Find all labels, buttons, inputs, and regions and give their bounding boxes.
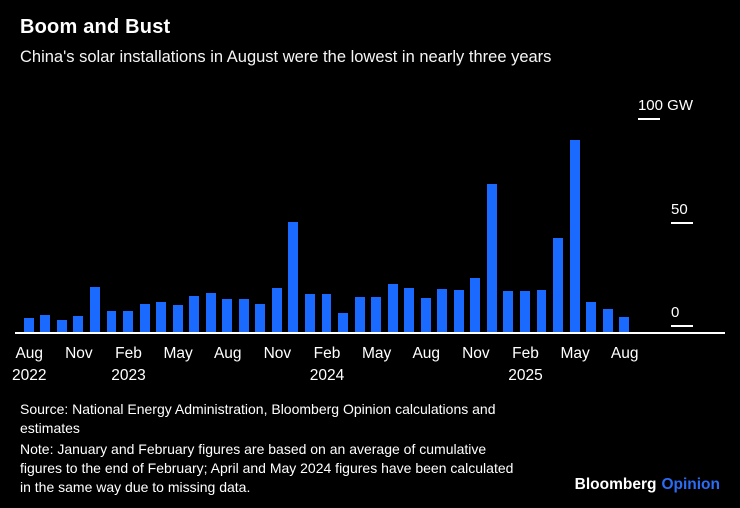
x-tick-year: 2022 <box>12 367 47 385</box>
bar <box>404 288 415 332</box>
x-tick: Feb 2025 <box>508 332 542 388</box>
x-tick-month: Nov <box>462 345 490 362</box>
x-tick-month: May <box>163 345 193 362</box>
x-tick: Nov <box>462 332 490 365</box>
x-tick-month: Nov <box>65 345 93 362</box>
bar <box>520 291 530 332</box>
bar <box>586 302 597 332</box>
x-tick: Aug <box>611 332 639 365</box>
logo-brand: Bloomberg <box>574 476 657 493</box>
x-tick: May <box>163 332 192 365</box>
bar <box>321 294 332 332</box>
bar <box>354 297 365 332</box>
x-tick-month: May <box>361 345 392 362</box>
x-tick-month: Aug <box>213 345 242 362</box>
bar <box>238 299 249 332</box>
x-tick-year: 2025 <box>508 367 543 385</box>
bar <box>387 284 398 332</box>
x-tick: Aug <box>412 332 440 365</box>
y-tick: 100 GW <box>637 97 693 120</box>
x-tick-month: Aug <box>15 345 44 362</box>
bar <box>172 305 183 332</box>
x-tick-month: Aug <box>610 345 639 362</box>
x-tick: May <box>362 332 391 365</box>
y-tick-mark <box>671 221 693 224</box>
y-tick-mark <box>671 325 693 327</box>
bar <box>470 278 481 332</box>
bar <box>553 238 564 332</box>
x-tick-month: Nov <box>263 345 292 362</box>
bar <box>189 296 200 332</box>
y-tick-label: 100 GW <box>637 97 693 114</box>
bloomberg-opinion-logo: Bloomberg Opinion <box>575 476 720 494</box>
source-text: Source: National Energy Administration, … <box>20 401 496 436</box>
bar <box>89 287 100 332</box>
chart-header: Boom and Bust China's solar installation… <box>0 0 740 67</box>
bar <box>156 302 167 332</box>
x-tick-month: Aug <box>412 345 441 362</box>
bar <box>420 298 431 332</box>
chart-subtitle: China's solar installations in August we… <box>20 48 552 66</box>
bar <box>123 311 133 332</box>
y-tick-label: 0 <box>671 304 680 321</box>
bar <box>536 290 547 332</box>
bar <box>619 317 630 332</box>
x-tick: Aug <box>214 332 242 365</box>
bar <box>338 313 348 332</box>
y-tick-label: 50 <box>671 200 688 218</box>
bar <box>437 289 448 332</box>
x-tick: May <box>560 332 589 365</box>
note-text: Note: January and February figures are b… <box>20 440 514 495</box>
x-tick-year: 2023 <box>111 367 146 385</box>
bar <box>569 140 580 332</box>
bar <box>23 318 34 332</box>
bar <box>139 304 150 332</box>
x-tick: Nov <box>264 332 292 365</box>
footer: Source: National Energy Administration, … <box>20 400 525 496</box>
bar <box>453 290 464 332</box>
y-tick-mark <box>637 118 660 120</box>
x-tick-month: Feb <box>115 345 142 362</box>
x-tick-month: Feb <box>313 345 341 362</box>
logo-section: Opinion <box>661 476 720 493</box>
y-tick: 0 <box>671 304 693 327</box>
y-tick: 50 <box>671 201 693 224</box>
bar <box>205 293 216 332</box>
bar <box>106 311 117 332</box>
x-tick: Feb 2023 <box>111 332 145 388</box>
bar <box>271 288 282 332</box>
bar <box>56 320 67 332</box>
x-tick-month: Feb <box>512 345 539 362</box>
bar-chart: 100 GW 50 0 Aug 2022 Nov Feb 2023 May Aug Nov Feb 2… <box>12 97 725 384</box>
bar <box>255 304 266 332</box>
bar <box>222 299 233 332</box>
x-tick: Aug 2022 <box>12 332 46 388</box>
x-tick-year: 2024 <box>309 367 345 385</box>
x-axis: Aug 2022 Nov Feb 2023 May Aug Nov Feb 2024 May Aug N… <box>12 332 638 392</box>
bar <box>371 297 382 332</box>
bar <box>503 291 514 332</box>
chart-title: Boom and Bust <box>20 16 171 38</box>
x-tick: Feb 2024 <box>310 332 344 388</box>
bar <box>486 184 497 332</box>
bar <box>602 309 613 332</box>
bar <box>40 315 51 332</box>
bar <box>288 222 299 332</box>
x-tick: Nov <box>65 332 93 365</box>
bars-layer <box>21 112 633 332</box>
y-axis: 100 GW 50 0 <box>635 97 721 332</box>
bar <box>305 294 315 332</box>
x-tick-month: May <box>560 345 590 362</box>
bar <box>73 316 84 332</box>
